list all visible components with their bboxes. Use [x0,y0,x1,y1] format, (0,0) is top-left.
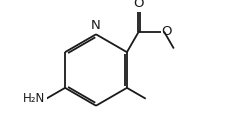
Text: N: N [91,19,101,32]
Text: O: O [161,25,172,38]
Text: O: O [134,0,144,10]
Text: H₂N: H₂N [23,92,45,105]
